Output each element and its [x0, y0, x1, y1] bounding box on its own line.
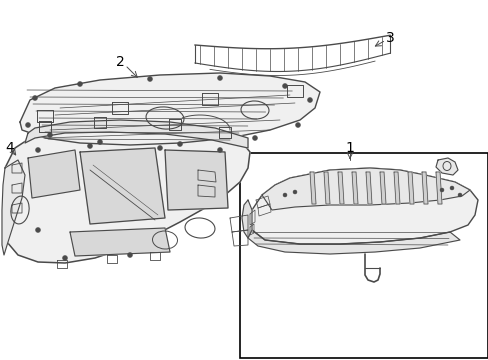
Polygon shape	[379, 172, 385, 204]
Circle shape	[147, 77, 152, 81]
Circle shape	[439, 188, 443, 192]
Circle shape	[307, 98, 312, 103]
Polygon shape	[242, 200, 251, 238]
Polygon shape	[309, 172, 315, 204]
Circle shape	[217, 148, 222, 153]
Polygon shape	[365, 172, 371, 204]
Circle shape	[157, 145, 162, 150]
Text: 2: 2	[115, 55, 124, 69]
Circle shape	[97, 140, 102, 144]
Polygon shape	[435, 158, 457, 175]
Circle shape	[62, 256, 67, 261]
Circle shape	[87, 144, 92, 149]
Polygon shape	[164, 150, 227, 210]
Circle shape	[292, 190, 296, 194]
Text: 4: 4	[6, 141, 14, 155]
Polygon shape	[351, 172, 357, 204]
Circle shape	[282, 84, 287, 89]
Polygon shape	[70, 228, 170, 256]
Circle shape	[217, 76, 222, 81]
Polygon shape	[324, 172, 329, 204]
Bar	[240, 153, 487, 358]
Polygon shape	[247, 168, 477, 244]
Circle shape	[252, 135, 257, 140]
Polygon shape	[80, 148, 164, 224]
Circle shape	[32, 95, 38, 100]
Circle shape	[36, 148, 41, 153]
Text: 3: 3	[385, 31, 393, 45]
Polygon shape	[393, 172, 399, 204]
Polygon shape	[4, 124, 249, 263]
Polygon shape	[337, 172, 343, 204]
Circle shape	[77, 81, 82, 86]
Polygon shape	[435, 172, 441, 204]
Circle shape	[283, 193, 286, 197]
Circle shape	[25, 122, 30, 127]
Circle shape	[295, 122, 300, 127]
Circle shape	[36, 228, 41, 233]
Circle shape	[47, 132, 52, 138]
Polygon shape	[421, 172, 427, 204]
Polygon shape	[407, 172, 413, 204]
Circle shape	[457, 193, 461, 197]
Polygon shape	[20, 73, 319, 145]
Circle shape	[177, 141, 182, 147]
Polygon shape	[247, 230, 459, 254]
Circle shape	[449, 186, 453, 190]
Polygon shape	[262, 168, 469, 210]
Polygon shape	[2, 160, 25, 255]
Polygon shape	[28, 150, 80, 198]
Polygon shape	[25, 120, 247, 148]
Circle shape	[127, 252, 132, 257]
Text: 1: 1	[345, 141, 354, 155]
